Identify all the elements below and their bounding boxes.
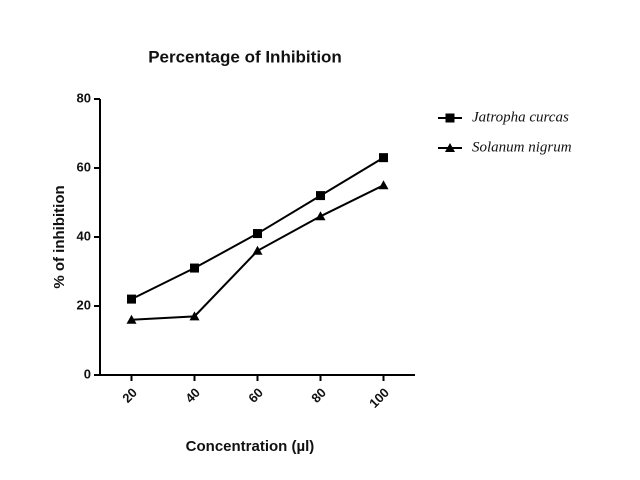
y-tick-label: 60 [77, 159, 91, 174]
x-tick-label: 20 [119, 385, 140, 406]
legend-text: Solanum nigrum [472, 139, 572, 155]
marker [378, 180, 389, 190]
marker [316, 191, 325, 201]
series-line [131, 156, 385, 300]
x-tick-label: 100 [366, 385, 392, 411]
y-tick-label: 20 [77, 297, 91, 312]
legend-text: Jatropha curcas [472, 109, 569, 125]
marker [126, 314, 137, 324]
y-tick-label: 80 [77, 90, 91, 105]
marker [315, 211, 326, 221]
x-tick-label: 60 [245, 385, 266, 406]
marker [127, 294, 136, 304]
x-tick-label: 40 [182, 385, 203, 406]
marker [445, 113, 455, 123]
marker [445, 143, 455, 152]
x-axis-label: Concentration (µl) [186, 438, 315, 455]
marker [379, 153, 388, 163]
y-tick-label: 0 [84, 366, 91, 381]
marker [253, 229, 262, 239]
marker [252, 245, 263, 255]
marker [189, 311, 200, 321]
marker [190, 263, 199, 273]
y-tick-label: 40 [77, 228, 91, 243]
x-tick-label: 80 [308, 385, 329, 406]
y-axis-label: % of inhibition [51, 185, 68, 288]
chart-title: Percentage of Inhibition [148, 47, 342, 66]
